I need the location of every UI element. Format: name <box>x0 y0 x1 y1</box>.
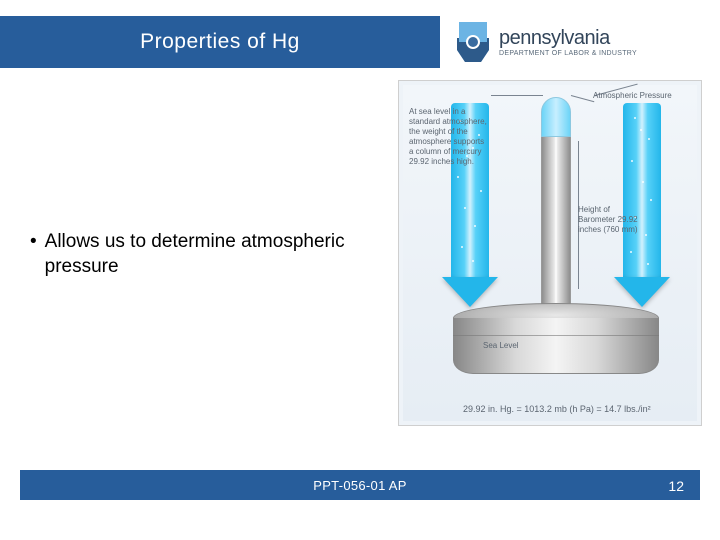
label-height: Height of Barometer 29.92 inches (760 mm… <box>578 205 642 235</box>
logo-sub-text: DEPARTMENT OF LABOR & INDUSTRY <box>499 50 637 57</box>
logo-text: pennsylvania DEPARTMENT OF LABOR & INDUS… <box>499 27 637 57</box>
label-formula: 29.92 in. Hg. = 1013.2 mb (h Pa) = 14.7 … <box>463 404 651 415</box>
label-sea-desc: At sea level in a standard atmosphere, t… <box>409 107 489 167</box>
tube-vacuum <box>541 97 571 137</box>
bullet-text: Allows us to determine atmospheric press… <box>45 230 380 279</box>
keystone-icon <box>455 20 491 64</box>
slide-title: Properties of Hg <box>140 30 300 54</box>
diagram-bg: Atmospheric Pressure At sea level in a s… <box>403 85 697 421</box>
pa-logo: pennsylvania DEPARTMENT OF LABOR & INDUS… <box>455 16 710 68</box>
logo-main-text: pennsylvania <box>499 27 637 50</box>
mercury-column <box>541 137 571 309</box>
label-atm-pressure: Atmospheric Pressure <box>593 91 693 101</box>
footer-bar: PPT-056-01 AP <box>20 470 700 500</box>
label-sea-level: Sea Level <box>483 341 523 351</box>
footer-code: PPT-056-01 AP <box>313 478 407 493</box>
barometer-diagram: Atmospheric Pressure At sea level in a s… <box>398 80 702 426</box>
lead-line <box>491 95 543 96</box>
header-blue-bar: Properties of Hg <box>0 16 440 68</box>
page-number: 12 <box>668 478 684 494</box>
bullet-marker: • <box>30 230 37 255</box>
bullet-list: • Allows us to determine atmospheric pre… <box>30 230 380 279</box>
barometer-tube <box>541 97 571 311</box>
bullet-item: • Allows us to determine atmospheric pre… <box>30 230 380 279</box>
lead-line <box>571 95 594 102</box>
